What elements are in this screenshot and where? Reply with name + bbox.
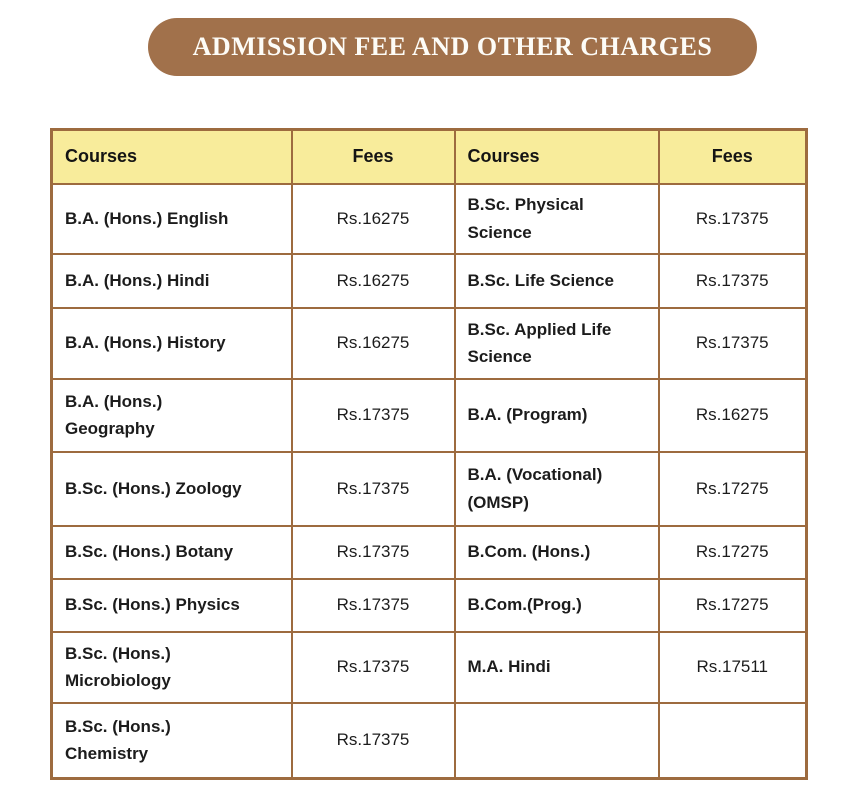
course-cell: B.A. (Hons.) English: [50, 182, 293, 255]
table-row: B.A. (Hons.) Hindi Rs.16275 B.Sc. Life S…: [50, 252, 808, 309]
page-title: ADMISSION FEE AND OTHER CHARGES: [192, 32, 713, 61]
fee-cell: Rs.17375: [290, 450, 456, 527]
fee-cell: Rs.16275: [290, 306, 456, 380]
course-cell: B.Sc. Applied Life Science: [453, 306, 660, 380]
fee-cell: Rs.17511: [657, 630, 808, 704]
fee-cell: [657, 701, 808, 780]
fee-cell: Rs.17275: [657, 450, 808, 527]
course-cell: B.Sc. Physical Science: [453, 182, 660, 255]
course-cell: B.Sc. (Hons.) Microbiology: [50, 630, 293, 704]
admission-fees-table: Courses Fees Courses Fees B.A. (Hons.) E…: [50, 128, 808, 780]
fee-cell: Rs.17375: [290, 577, 456, 633]
fee-cell: Rs.17375: [290, 524, 456, 580]
fee-cell: Rs.17375: [657, 306, 808, 380]
table-row: B.A. (Hons.) Geography Rs.17375 B.A. (Pr…: [50, 377, 808, 453]
table-row: B.Sc. (Hons.) Physics Rs.17375 B.Com.(Pr…: [50, 577, 808, 633]
course-cell: B.A. (Hons.) History: [50, 306, 293, 380]
course-cell: B.Sc. Life Science: [453, 252, 660, 309]
course-cell: B.Com.(Prog.): [453, 577, 660, 633]
table-row: B.A. (Hons.) English Rs.16275 B.Sc. Phys…: [50, 182, 808, 255]
column-header-fees-right: Fees: [657, 128, 808, 185]
table-row: B.A. (Hons.) History Rs.16275 B.Sc. Appl…: [50, 306, 808, 380]
table-row: B.Sc. (Hons.) Botany Rs.17375 B.Com. (Ho…: [50, 524, 808, 580]
title-banner: ADMISSION FEE AND OTHER CHARGES: [148, 18, 757, 76]
fee-cell: Rs.16275: [290, 252, 456, 309]
course-cell: B.Sc. (Hons.) Zoology: [50, 450, 293, 527]
course-cell: B.A. (Hons.) Hindi: [50, 252, 293, 309]
fee-cell: Rs.17275: [657, 524, 808, 580]
table-row: B.Sc. (Hons.) Chemistry Rs.17375: [50, 701, 808, 780]
course-cell: B.A. (Program): [453, 377, 660, 453]
table-row: B.Sc. (Hons.) Zoology Rs.17375 B.A. (Voc…: [50, 450, 808, 527]
fee-cell: Rs.16275: [290, 182, 456, 255]
column-header-fees-left: Fees: [290, 128, 456, 185]
fee-cell: Rs.17375: [290, 701, 456, 780]
fee-cell: Rs.17275: [657, 577, 808, 633]
table-header-row: Courses Fees Courses Fees: [50, 128, 808, 185]
column-header-courses-right: Courses: [453, 128, 660, 185]
course-cell: M.A. Hindi: [453, 630, 660, 704]
course-cell: B.Com. (Hons.): [453, 524, 660, 580]
course-cell: B.Sc. (Hons.) Chemistry: [50, 701, 293, 780]
course-cell: [453, 701, 660, 780]
fee-cell: Rs.17375: [657, 182, 808, 255]
course-cell: B.A. (Vocational) (OMSP): [453, 450, 660, 527]
fee-cell: Rs.17375: [290, 630, 456, 704]
column-header-courses-left: Courses: [50, 128, 293, 185]
course-cell: B.Sc. (Hons.) Physics: [50, 577, 293, 633]
fee-cell: Rs.16275: [657, 377, 808, 453]
table-row: B.Sc. (Hons.) Microbiology Rs.17375 M.A.…: [50, 630, 808, 704]
course-cell: B.Sc. (Hons.) Botany: [50, 524, 293, 580]
fee-cell: Rs.17375: [657, 252, 808, 309]
course-cell: B.A. (Hons.) Geography: [50, 377, 293, 453]
fee-cell: Rs.17375: [290, 377, 456, 453]
